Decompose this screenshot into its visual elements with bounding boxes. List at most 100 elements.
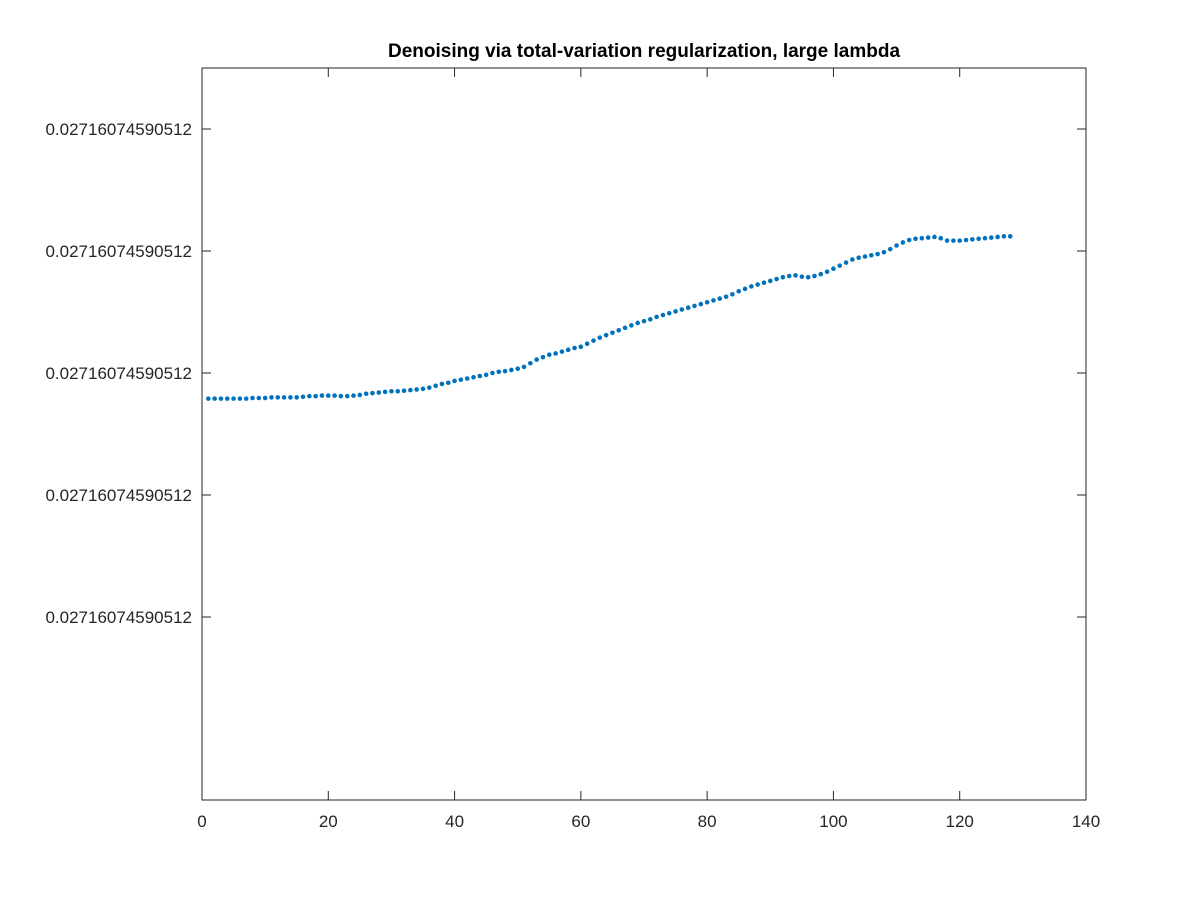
y-tick-label: 0.02716074590512	[45, 364, 192, 383]
plot-area-frame	[201, 67, 1087, 801]
data-point	[843, 260, 849, 265]
data-point	[698, 301, 704, 307]
data-point	[610, 330, 615, 336]
data-point	[231, 396, 236, 401]
data-point	[749, 284, 754, 289]
x-tick-label: 60	[571, 812, 590, 831]
data-point	[812, 273, 817, 279]
data-point	[774, 276, 779, 282]
data-point	[603, 332, 609, 338]
data-point	[376, 390, 382, 395]
x-tick-label: 20	[319, 812, 338, 831]
data-point	[370, 390, 375, 396]
data-point	[906, 237, 912, 243]
data-point	[591, 338, 596, 343]
x-tick-label: 120	[946, 812, 974, 831]
data-point	[414, 387, 419, 392]
data-point	[452, 378, 457, 384]
data-point	[919, 235, 925, 241]
data-point	[824, 269, 830, 275]
data-point	[944, 238, 950, 243]
data-point	[597, 335, 603, 340]
data-point	[382, 389, 388, 395]
data-point	[673, 309, 678, 314]
data-point	[509, 367, 514, 373]
x-tick-label: 0	[197, 812, 206, 831]
data-point	[458, 377, 464, 383]
data-point	[224, 396, 230, 401]
x-tick-label: 100	[819, 812, 847, 831]
data-point	[445, 380, 451, 386]
data-point	[332, 393, 337, 398]
data-point	[528, 360, 533, 366]
data-point	[546, 352, 552, 358]
data-point	[540, 354, 546, 360]
data-point	[629, 323, 634, 328]
data-point	[856, 255, 861, 261]
data-point	[881, 249, 887, 255]
data-point	[502, 368, 508, 374]
data-point	[925, 235, 931, 240]
data-point	[679, 307, 685, 312]
data-point	[464, 376, 470, 381]
data-point	[957, 238, 963, 243]
data-point	[780, 274, 786, 280]
data-point	[1007, 234, 1013, 239]
data-point	[338, 393, 344, 399]
data-point	[584, 341, 590, 347]
data-point	[976, 236, 981, 242]
data-point	[433, 383, 438, 389]
data-point	[730, 292, 735, 297]
data-point	[363, 391, 369, 397]
data-point	[281, 395, 287, 400]
y-tick-label: 0.02716074590512	[45, 608, 192, 627]
data-point	[288, 395, 293, 400]
data-point	[243, 396, 249, 401]
chart-title: Denoising via total-variation regulariza…	[388, 41, 900, 62]
x-tick-label: 140	[1072, 812, 1100, 831]
data-point	[420, 386, 426, 392]
data-point	[300, 394, 306, 400]
data-point	[256, 395, 262, 401]
data-point	[496, 369, 502, 375]
data-point	[666, 310, 672, 316]
data-point	[837, 263, 843, 268]
data-point	[553, 351, 558, 356]
data-point	[742, 286, 748, 292]
data-point	[717, 296, 723, 301]
x-tick-label: 80	[698, 812, 717, 831]
data-point	[427, 385, 432, 390]
data-point	[515, 366, 521, 372]
data-point	[1001, 234, 1007, 239]
data-point	[572, 345, 577, 351]
data-point	[477, 373, 483, 379]
data-point	[237, 396, 243, 401]
data-point	[761, 280, 767, 286]
data-point	[894, 243, 899, 248]
data-point	[483, 372, 489, 378]
data-point	[723, 294, 729, 300]
data-point	[534, 357, 539, 362]
data-point	[648, 317, 653, 322]
data-point	[805, 274, 811, 280]
data-point	[439, 381, 445, 387]
data-point	[307, 393, 312, 399]
data-point	[711, 298, 716, 303]
data-point	[269, 395, 274, 400]
data-point	[755, 282, 760, 287]
data-point	[660, 312, 666, 318]
data-point	[319, 393, 325, 398]
data-point	[559, 349, 565, 354]
data-point	[995, 234, 1000, 240]
data-point	[471, 374, 476, 380]
data-point	[212, 396, 217, 401]
data-point	[818, 271, 824, 277]
data-point	[692, 303, 697, 309]
data-point	[275, 395, 281, 400]
data-point	[932, 234, 937, 240]
data-point	[490, 370, 495, 376]
data-point	[408, 387, 413, 393]
data-point	[988, 235, 994, 240]
data-point	[565, 347, 571, 353]
